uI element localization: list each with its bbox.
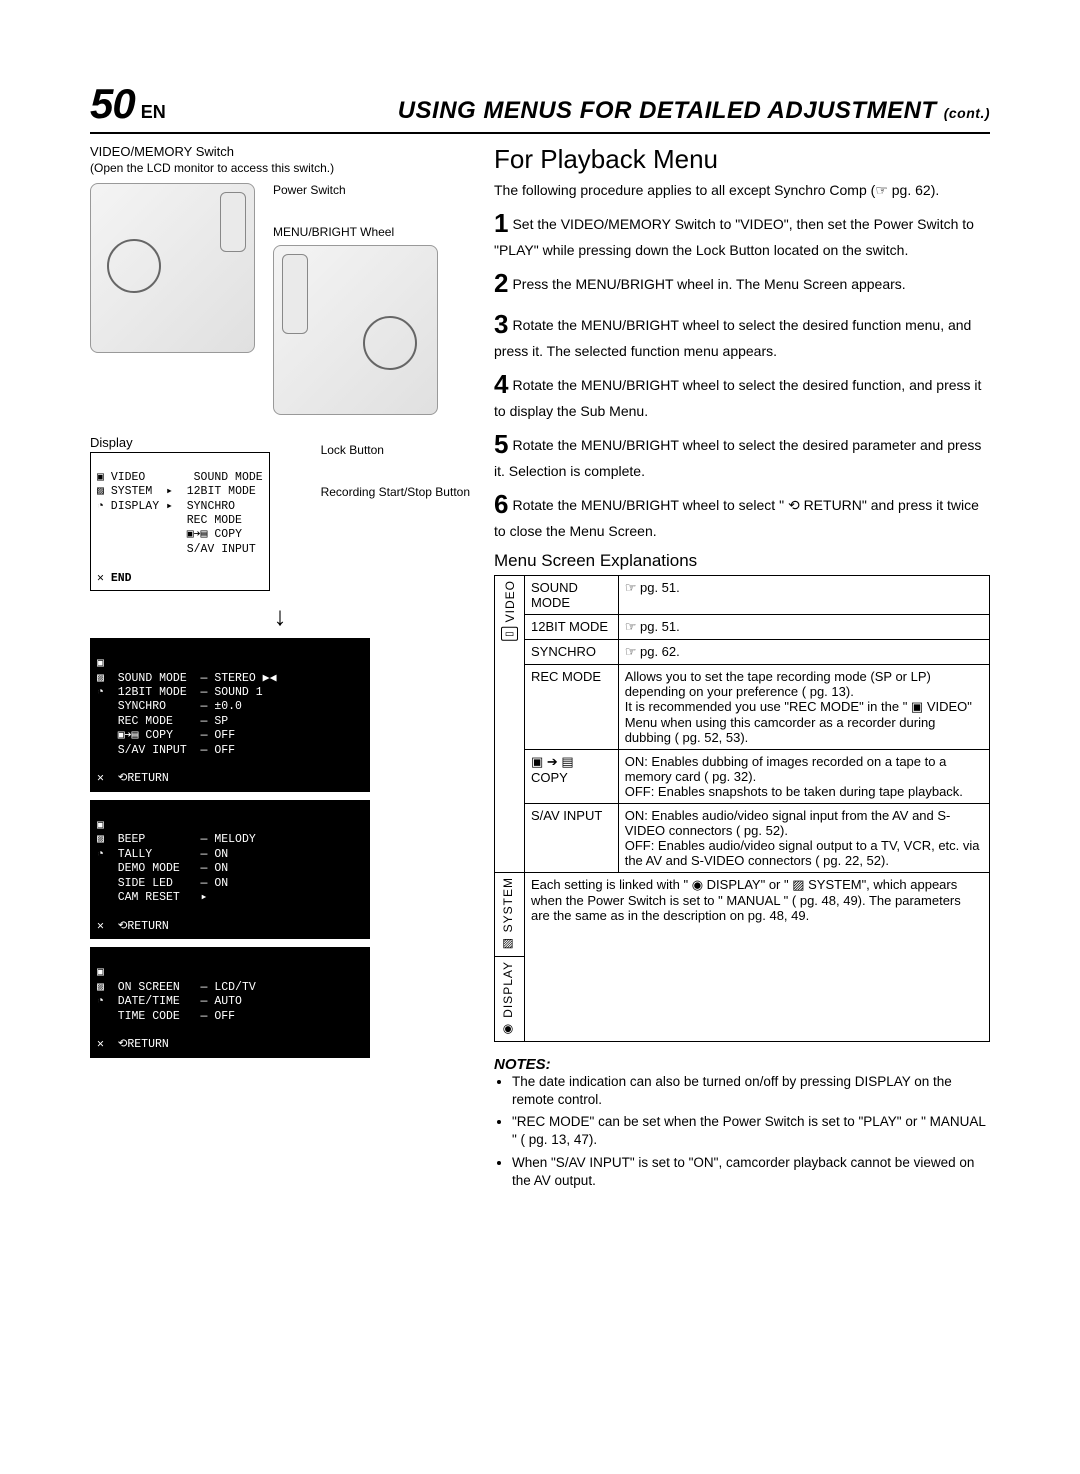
row-copy-desc: ON: Enables dubbing of images recorded o… — [618, 749, 989, 803]
intro-text: The following procedure applies to all e… — [494, 181, 990, 200]
menu-explanations-heading: Menu Screen Explanations — [494, 551, 990, 571]
row-copy: ▣ ➔ ▤ COPY — [525, 749, 619, 803]
row-sound-mode: SOUND MODE — [525, 575, 619, 614]
flow-arrow-icon: ↓ — [90, 601, 470, 632]
osd-system-menu: ▣ ▨ BEEP — MELODY ◔ TALLY — ON DEMO MODE… — [90, 800, 370, 939]
step-2: 2Press the MENU/BRIGHT wheel in. The Men… — [494, 266, 990, 301]
step-1: 1Set the VIDEO/MEMORY Switch to "VIDEO",… — [494, 206, 990, 260]
page-title: USING MENUS FOR DETAILED ADJUSTMENT (con… — [166, 97, 990, 125]
menu-bright-label: MENU/BRIGHT Wheel — [273, 225, 438, 239]
camera-back-illustration — [273, 245, 438, 415]
row-recmode-desc: Allows you to set the tape recording mod… — [618, 664, 989, 749]
switch-caption: VIDEO/MEMORY Switch (Open the LCD monito… — [90, 144, 470, 177]
display-label: Display — [90, 435, 315, 450]
notes-heading: NOTES: — [494, 1056, 990, 1073]
row-sav-desc: ON: Enables audio/video signal input fro… — [618, 803, 989, 872]
display-vlabel: ◉ DISPLAY — [501, 961, 515, 1037]
note-2: "REC MODE" can be set when the Power Swi… — [512, 1113, 990, 1149]
merged-system-display: Each setting is linked with " ◉ DISPLAY"… — [525, 872, 990, 1041]
row-recmode: REC MODE — [525, 664, 619, 749]
title-text: USING MENUS FOR DETAILED ADJUSTMENT — [398, 97, 937, 124]
menu-table: ▭ VIDEO SOUND MODE ☞ pg. 51. 12BIT MODE … — [494, 575, 990, 1042]
playback-heading: For Playback Menu — [494, 144, 990, 175]
step-5: 5Rotate the MENU/BRIGHT wheel to select … — [494, 427, 990, 481]
lock-button-label: Lock Button — [321, 443, 470, 457]
osd-main-menu: ▣ VIDEO SOUND MODE ▨ SYSTEM ▸ 12BIT MODE… — [90, 452, 270, 591]
osd-display-menu: ▣ ▨ ON SCREEN — LCD/TV ◔ DATE/TIME — AUT… — [90, 947, 370, 1058]
system-vlabel: ▨ SYSTEM — [501, 877, 515, 952]
step-4: 4Rotate the MENU/BRIGHT wheel to select … — [494, 367, 990, 421]
power-switch-label: Power Switch — [273, 183, 438, 197]
row-12bit: 12BIT MODE — [525, 614, 619, 639]
rec-button-label: Recording Start/Stop Button — [321, 485, 470, 499]
camera-front-illustration — [90, 183, 255, 353]
step-6: 6Rotate the MENU/BRIGHT wheel to select … — [494, 487, 990, 541]
switch-note: (Open the LCD monitor to access this swi… — [90, 161, 334, 175]
step-3: 3Rotate the MENU/BRIGHT wheel to select … — [494, 307, 990, 361]
video-vlabel: ▭ VIDEO — [501, 580, 518, 641]
page-number: 50 — [90, 80, 135, 128]
lang-code: EN — [141, 102, 166, 123]
row-synchro-desc: ☞ pg. 62. — [618, 639, 989, 664]
note-3: When "S/AV INPUT" is set to "ON", camcor… — [512, 1154, 990, 1190]
notes-list: The date indication can also be turned o… — [494, 1073, 990, 1190]
note-1: The date indication can also be turned o… — [512, 1073, 990, 1109]
row-sound-mode-desc: ☞ pg. 51. — [618, 575, 989, 614]
switch-label: VIDEO/MEMORY Switch — [90, 144, 234, 159]
row-12bit-desc: ☞ pg. 51. — [618, 614, 989, 639]
osd-video-menu: ▣ ▨ SOUND MODE — STEREO ▶◀ ◔ 12BIT MODE … — [90, 638, 370, 792]
row-synchro: SYNCHRO — [525, 639, 619, 664]
row-sav: S/AV INPUT — [525, 803, 619, 872]
title-cont: (cont.) — [944, 105, 990, 121]
